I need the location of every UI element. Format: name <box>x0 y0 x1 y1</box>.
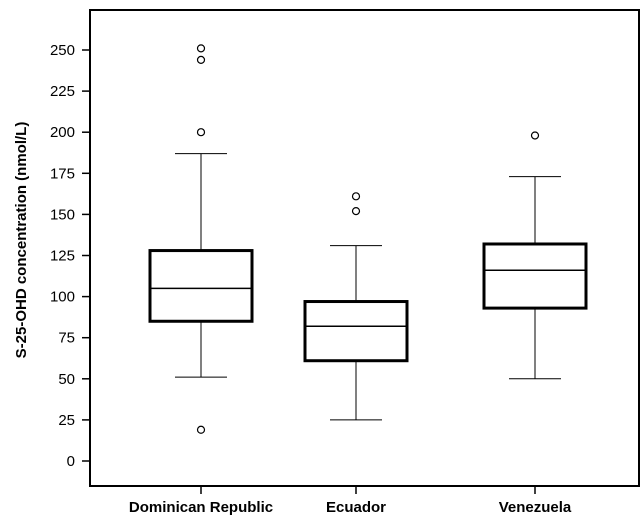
y-axis: 0 25 50 75 100 125 150 175 200 225 250 <box>50 42 90 470</box>
outlier-point <box>196 425 206 434</box>
y-tick-label: 25 <box>58 412 75 429</box>
iqr-box <box>148 249 254 323</box>
boxes <box>148 44 588 434</box>
plot-frame <box>89 9 640 487</box>
outlier-point <box>196 44 206 53</box>
outlier-point <box>196 128 206 137</box>
x-category-label: Dominican Republic <box>129 499 273 516</box>
iqr-box <box>482 242 588 310</box>
outlier-point <box>351 192 361 201</box>
y-tick-label: 225 <box>50 83 75 100</box>
box-group <box>148 44 254 434</box>
outlier-point <box>530 131 540 140</box>
iqr-box <box>303 300 409 363</box>
y-tick-label: 250 <box>50 42 75 59</box>
y-tick-label: 0 <box>67 453 75 470</box>
y-tick-label: 50 <box>58 371 75 388</box>
y-tick-label: 75 <box>58 330 75 347</box>
x-category-label: Venezuela <box>499 499 572 516</box>
outlier-point <box>351 207 361 216</box>
y-tick-label: 175 <box>50 165 75 182</box>
box-group <box>303 192 409 421</box>
outlier-point <box>196 55 206 64</box>
y-axis-label: S-25-OHD concentration (nmol/L) <box>13 122 30 359</box>
x-axis: Dominican Republic Ecuador Venezuela <box>129 486 572 516</box>
y-tick-label: 100 <box>50 289 75 306</box>
y-tick-label: 125 <box>50 248 75 265</box>
x-category-label: Ecuador <box>326 499 386 516</box>
y-tick-label: 200 <box>50 124 75 141</box>
y-tick-label: 150 <box>50 206 75 223</box>
box-group <box>482 131 588 380</box>
